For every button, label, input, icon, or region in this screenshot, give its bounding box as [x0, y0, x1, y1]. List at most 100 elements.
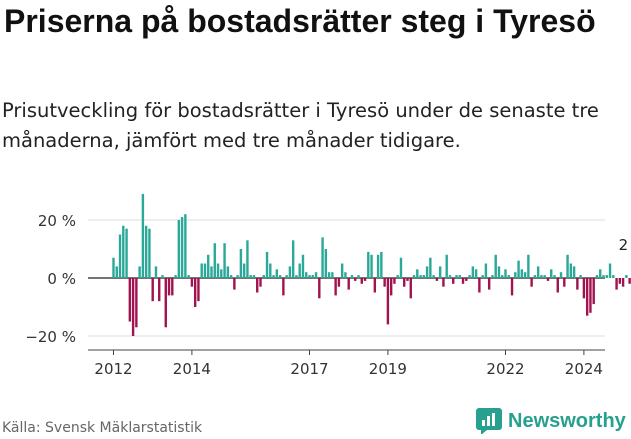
bar	[151, 278, 154, 302]
bar	[602, 275, 605, 278]
last-value-label: 2 %	[619, 236, 631, 254]
bar	[282, 278, 285, 296]
bar	[461, 278, 465, 284]
bar	[589, 278, 592, 313]
bar	[536, 266, 540, 278]
bar	[585, 278, 589, 316]
bar	[416, 269, 419, 278]
bar	[295, 275, 298, 278]
bar	[527, 254, 530, 278]
bar	[298, 263, 301, 278]
bar	[256, 278, 259, 293]
newsworthy-icon	[476, 408, 502, 434]
bar	[213, 243, 216, 278]
bar	[618, 278, 622, 284]
bar	[576, 278, 579, 290]
bar	[478, 278, 481, 293]
bar	[582, 278, 586, 299]
bar	[380, 251, 383, 278]
x-tick-label: 2022	[486, 360, 524, 378]
bar	[406, 278, 409, 281]
bar	[144, 225, 148, 278]
bar	[553, 275, 556, 278]
bar	[595, 275, 599, 278]
bar	[442, 278, 445, 287]
price-change-bar-chart: 20 % 0 % −20 % 2012 2014 2017 2019 2022 2024 2 …	[25, 193, 631, 378]
bar	[504, 269, 507, 278]
x-axis: 2012 2014 2017 2019 2022 2024	[88, 349, 605, 378]
bar	[412, 275, 416, 278]
bar	[158, 278, 161, 302]
bar	[615, 278, 618, 290]
bar	[367, 251, 370, 278]
bar	[474, 269, 478, 278]
bar	[275, 269, 279, 278]
bar	[141, 193, 145, 278]
bar	[249, 275, 252, 278]
bar	[497, 266, 501, 278]
bar	[197, 278, 200, 302]
bar	[154, 266, 158, 278]
y-tick-label: 0 %	[47, 270, 76, 288]
bar	[229, 275, 233, 278]
bar	[530, 278, 533, 287]
bar	[625, 275, 628, 278]
bar	[135, 278, 138, 328]
bar	[233, 278, 236, 290]
x-tick-label: 2024	[565, 360, 603, 378]
x-tick-label: 2012	[94, 360, 132, 378]
bar	[327, 272, 331, 278]
bar	[347, 278, 350, 290]
bar	[278, 275, 282, 278]
bar	[357, 275, 360, 278]
bar	[487, 278, 491, 290]
bar	[340, 263, 344, 278]
x-tick-label: 2017	[290, 360, 328, 378]
bar	[167, 278, 171, 296]
bar	[396, 275, 399, 278]
bar	[210, 266, 213, 278]
bar	[311, 275, 314, 278]
bar	[164, 278, 167, 328]
bar	[448, 275, 452, 278]
bar	[200, 263, 203, 278]
bar	[216, 263, 220, 278]
bar	[494, 254, 497, 278]
bar	[242, 263, 246, 278]
bar	[556, 278, 559, 293]
bar	[452, 278, 455, 284]
bar	[569, 263, 573, 278]
bar	[540, 275, 543, 278]
bar	[265, 251, 269, 278]
bar	[579, 275, 582, 278]
bar	[419, 275, 422, 278]
bar	[566, 254, 569, 278]
bar	[174, 275, 177, 278]
bar	[184, 214, 187, 278]
bar	[350, 275, 354, 278]
bar	[510, 278, 514, 296]
bar	[305, 272, 308, 278]
bar	[236, 275, 239, 278]
newsworthy-logo[interactable]: Newsworthy	[476, 408, 626, 434]
bar	[259, 278, 262, 287]
bar	[438, 266, 442, 278]
bar	[285, 275, 288, 278]
bar	[373, 278, 377, 293]
bar	[514, 272, 517, 278]
bar	[354, 278, 357, 281]
bar	[207, 254, 210, 278]
bar	[455, 275, 458, 278]
bar	[115, 266, 118, 278]
bar	[543, 275, 546, 278]
chart-subtitle: Prisutveckling för bostadsrätter i Tyres…	[2, 99, 599, 152]
bar	[226, 266, 230, 278]
bar	[220, 269, 223, 278]
bar	[301, 254, 305, 278]
bar	[628, 278, 631, 284]
y-axis-labels: 20 % 0 % −20 %	[25, 212, 76, 346]
annotations: 2 %	[619, 236, 631, 254]
bar	[507, 275, 510, 278]
bar	[386, 278, 390, 325]
bar	[131, 278, 135, 336]
